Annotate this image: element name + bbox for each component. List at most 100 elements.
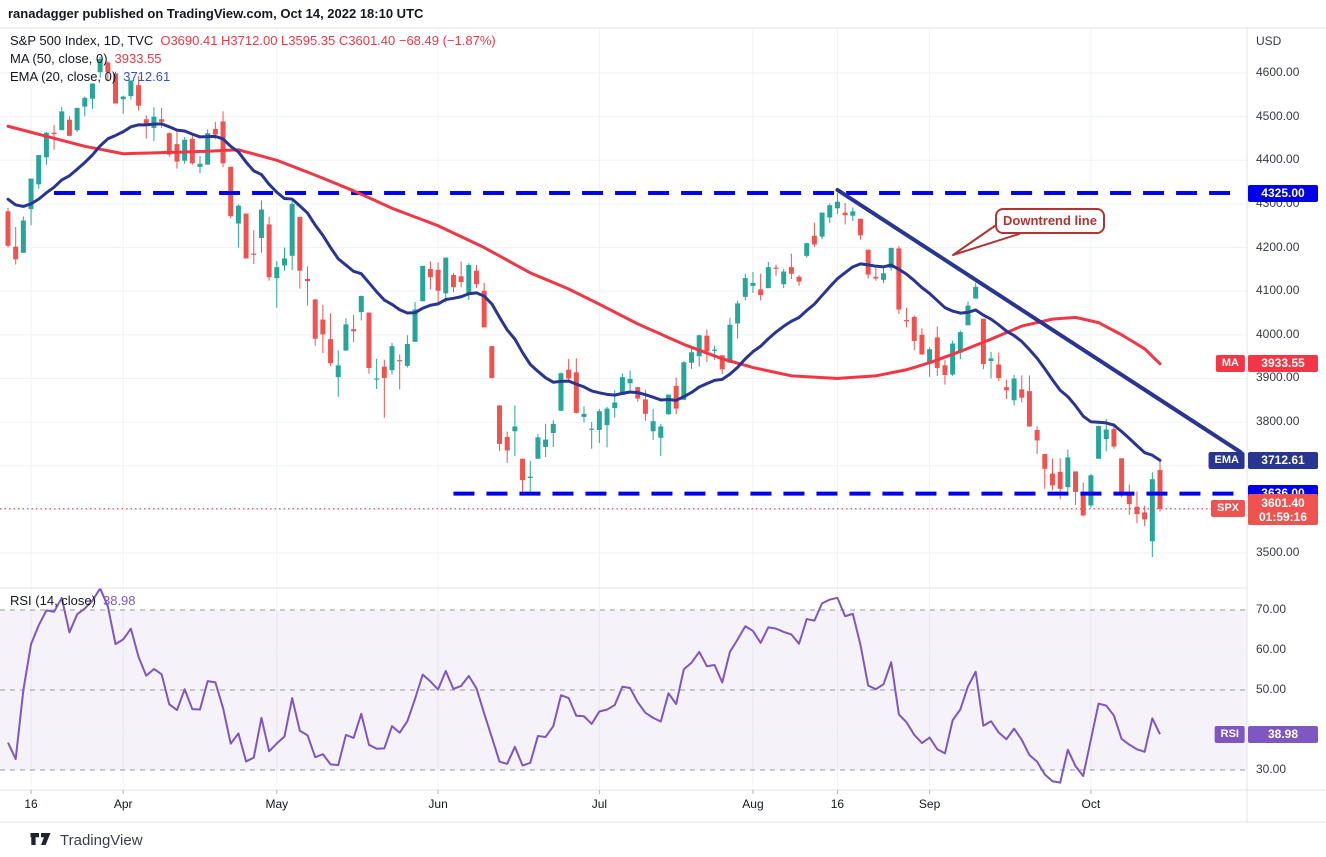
candle-body — [20, 220, 26, 253]
candle-body — [881, 273, 887, 280]
candle-body — [735, 303, 741, 324]
candle-body — [1119, 458, 1125, 492]
ema-legend[interactable]: EMA (20, close, 0) 3712.61 — [10, 69, 170, 84]
price-tick-label: 4100.00 — [1256, 283, 1300, 298]
candle-body — [420, 265, 426, 302]
candle-body — [328, 339, 334, 364]
downtrend-callout[interactable]: Downtrend line — [995, 208, 1105, 234]
candle-body — [1149, 479, 1155, 542]
candle-body — [105, 62, 111, 73]
candle-body — [113, 73, 119, 104]
candle-body — [289, 203, 295, 256]
candle-body — [481, 290, 487, 328]
candle-body — [550, 423, 556, 434]
candle-body — [520, 458, 526, 481]
symbol-legend[interactable]: S&P 500 Index, 1D, TVC O3690.41 H3712.00… — [10, 33, 496, 48]
candle-body — [28, 178, 34, 210]
price-tick-label: 4400.00 — [1256, 152, 1300, 167]
candle-body — [865, 249, 871, 275]
candle-body — [59, 111, 65, 131]
candle-body — [51, 132, 57, 134]
tradingview-watermark[interactable]: TradingView — [30, 832, 143, 849]
candle-body — [335, 365, 341, 378]
rsi-value-badge: 38.98 — [1248, 725, 1318, 743]
time-tick-label: Sep — [918, 797, 941, 811]
candle-body — [934, 337, 940, 368]
candle-body — [36, 155, 42, 185]
candle-body — [527, 476, 533, 478]
candle-body — [1142, 512, 1148, 520]
candle-body — [558, 373, 564, 411]
candle-body — [566, 369, 572, 379]
candle-body — [74, 107, 80, 131]
candle-body — [919, 334, 925, 355]
candle-body — [320, 319, 326, 335]
price-tick-label: 4600.00 — [1256, 65, 1300, 79]
ema-chip: EMA — [1208, 451, 1245, 469]
ema20-line — [6, 122, 1162, 462]
candle-body — [97, 59, 103, 73]
last-price-badge: 3601.40 01:59:16 — [1248, 494, 1318, 526]
ema-price-badge: 3712.61 — [1248, 451, 1318, 469]
candle-body — [1111, 429, 1117, 447]
candle-body — [535, 437, 541, 459]
candle-body — [758, 289, 764, 296]
candle-body — [343, 324, 349, 351]
candle-body — [750, 282, 756, 286]
candle-body — [458, 276, 464, 283]
candle-body — [873, 276, 879, 279]
publish-title: ranadagger published on TradingView.com,… — [8, 6, 424, 21]
candle-body — [857, 218, 863, 236]
candle-body — [274, 267, 280, 279]
candle-body — [1096, 426, 1102, 459]
rsi-tick-label: 30.00 — [1256, 762, 1287, 776]
candle-body — [1073, 471, 1079, 492]
candle-body — [512, 426, 518, 432]
candle-body — [612, 402, 618, 409]
candle-body — [489, 346, 495, 379]
candle-body — [159, 119, 165, 122]
candle-body — [120, 96, 126, 100]
candle-body — [266, 224, 272, 278]
candle-body — [604, 408, 610, 426]
candle-body — [1157, 470, 1163, 509]
candle-body — [927, 349, 933, 363]
candle-body — [642, 399, 648, 414]
candle-body — [842, 212, 848, 216]
candle-body — [1126, 494, 1132, 505]
candle-body — [834, 201, 840, 209]
candle-body — [404, 343, 410, 366]
candle-body — [5, 211, 11, 246]
candle-body — [658, 426, 664, 438]
rsi-tick-label: 70.00 — [1256, 602, 1287, 616]
candle-body — [581, 413, 587, 417]
last-price-value: 3601.40 — [1261, 496, 1305, 511]
candle-body — [151, 116, 157, 128]
downtrend-line — [835, 187, 1243, 455]
candle-body — [497, 405, 503, 444]
price-tick-label: 4500.00 — [1256, 108, 1300, 123]
rsi-legend[interactable]: RSI (14, close) 38.98 — [10, 593, 136, 608]
candle-body — [1049, 473, 1055, 486]
candle-body — [1042, 453, 1048, 469]
candle-body — [689, 352, 695, 363]
candle-body — [473, 270, 479, 285]
candle-body — [704, 335, 710, 352]
rsi-tick-label: 50.00 — [1256, 682, 1287, 696]
time-tick-label: Apr — [113, 797, 133, 811]
candle-body — [888, 247, 894, 269]
price-tick-label: 3500.00 — [1256, 545, 1300, 559]
time-tick-label: Aug — [742, 797, 764, 811]
tradingview-logo-text: TradingView — [60, 832, 143, 849]
candle-body — [650, 421, 656, 432]
tradingview-logo-icon — [30, 833, 51, 845]
ma-legend[interactable]: MA (50, close, 0) 3933.55 — [10, 51, 162, 66]
candle-body — [143, 119, 149, 125]
ema-legend-label: EMA (20, close, 0) — [10, 69, 117, 84]
rsi-tick-label: 60.00 — [1256, 642, 1287, 656]
candle-body — [819, 212, 825, 237]
candle-body — [1019, 389, 1025, 398]
candle-body — [381, 366, 387, 379]
